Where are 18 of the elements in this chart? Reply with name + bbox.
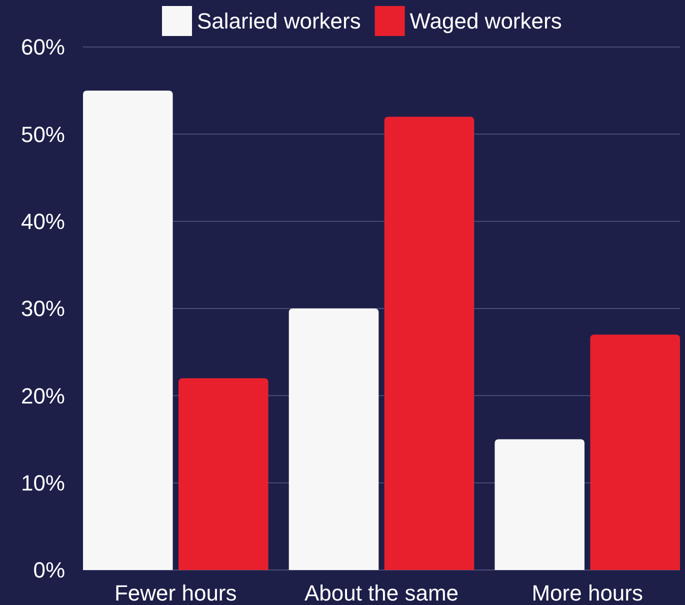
bar	[288, 308, 379, 570]
y-tick-label: 0%	[33, 558, 65, 583]
bar	[590, 334, 680, 570]
y-tick-label: 40%	[20, 209, 65, 234]
y-tick-label: 30%	[20, 296, 65, 322]
bar	[178, 378, 268, 570]
y-tick-label: 20%	[20, 383, 65, 408]
bar	[494, 439, 584, 570]
y-tick-label: 60%	[20, 34, 65, 60]
bar	[83, 90, 173, 570]
bar	[384, 116, 474, 570]
y-tick-label: 50%	[20, 122, 65, 147]
x-tick-label: More hours	[532, 580, 644, 605]
y-tick-label: 10%	[20, 470, 65, 496]
x-tick-label: Fewer hours	[114, 580, 237, 605]
legend-label: Waged workers	[410, 8, 562, 34]
x-tick-label: About the same	[304, 580, 459, 605]
legend-label: Salaried workers	[197, 8, 361, 34]
